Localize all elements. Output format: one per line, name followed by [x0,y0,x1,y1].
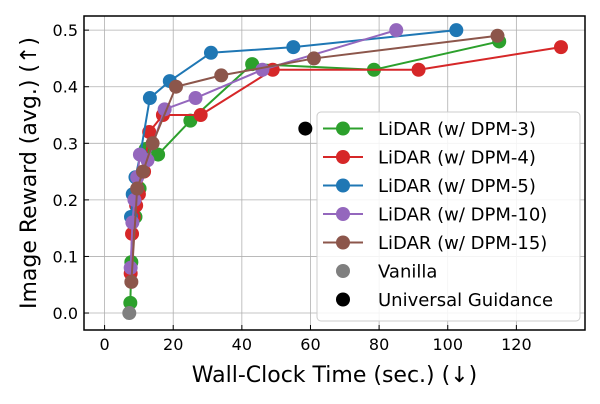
series-lidar-w-dpm-15 [124,28,505,289]
y-tick-label: 0.1 [53,247,78,266]
legend-box [316,111,581,322]
data-point-lidar-w-dpm-4 [553,40,568,55]
data-point-lidar-w-dpm-15 [136,164,151,179]
legend-label: LiDAR (w/ DPM-3) [378,119,536,140]
x-axis-label: Wall-Clock Time (sec.) (↓) [192,363,477,388]
legend-item: LiDAR (w/ DPM-10) [323,205,547,226]
x-tick-label: 100 [432,335,463,354]
data-point-lidar-w-dpm-5 [203,45,218,60]
y-tick-label: 0.4 [53,78,78,97]
legend-marker [336,235,350,250]
legend-marker [336,264,350,278]
data-point-lidar-w-dpm-4 [193,108,208,123]
data-point-vanilla [122,306,137,321]
x-tick-label: 40 [232,335,252,354]
x-tick-label: 80 [369,335,389,354]
legend-marker [336,292,350,307]
legend-label: LiDAR (w/ DPM-15) [378,233,547,254]
legend-item: LiDAR (w/ DPM-3) [323,119,536,140]
legend-item: LiDAR (w/ DPM-4) [323,148,536,169]
legend: LiDAR (w/ DPM-3) LiDAR (w/ DPM-4) LiDAR (w… [316,111,581,322]
y-tick-label: 0.5 [53,21,78,40]
legend-label: Universal Guidance [378,290,553,311]
y-tick-label: 0.0 [53,304,78,323]
data-point-lidar-w-dpm-4 [411,62,426,77]
data-point-lidar-w-dpm-15 [214,68,229,83]
legend-label: LiDAR (w/ DPM-5) [378,176,536,197]
data-point-lidar-w-dpm-15 [145,136,160,151]
x-tick-label: 120 [501,335,532,354]
data-point-lidar-w-dpm-15 [306,51,321,66]
y-tick-label: 0.3 [53,134,78,153]
legend-label: LiDAR (w/ DPM-4) [378,148,536,169]
data-point-lidar-w-dpm-3 [123,295,138,310]
legend-label: LiDAR (w/ DPM-10) [378,205,547,226]
legend-marker [336,121,350,136]
data-point-lidar-w-dpm-10 [127,192,142,207]
series-vanilla [122,306,137,321]
data-point-lidar-w-dpm-10 [389,23,404,38]
data-point-lidar-w-dpm-5 [142,91,157,106]
x-tick-label: 20 [163,335,183,354]
legend-item: Universal Guidance [336,290,553,311]
y-tick-label: 0.2 [53,191,78,210]
data-point-universal-guidance [298,121,313,136]
data-point-lidar-w-dpm-10 [123,260,138,275]
series-layer [122,23,568,321]
data-point-lidar-w-dpm-3 [151,147,166,162]
x-tick-label: 0 [99,335,109,354]
legend-item: Vanilla [336,262,437,283]
legend-item: LiDAR (w/ DPM-15) [323,233,547,254]
legend-marker [336,150,350,164]
x-tick-label: 60 [300,335,320,354]
data-point-lidar-w-dpm-5 [286,40,301,55]
data-point-lidar-w-dpm-10 [125,215,140,230]
data-point-lidar-w-dpm-15 [168,79,183,94]
series-universal-guidance [298,121,313,136]
data-point-lidar-w-dpm-15 [124,274,139,289]
data-point-lidar-w-dpm-10 [188,91,203,106]
legend-item: LiDAR (w/ DPM-5) [323,176,536,197]
data-point-lidar-w-dpm-15 [130,181,145,196]
data-point-lidar-w-dpm-3 [183,113,198,128]
plot-frame [83,15,586,331]
data-point-lidar-w-dpm-15 [490,28,505,43]
ticks: 0 20 40 60 80 100 120 0.0 0.1 0.2 0.3 0.4 0.5 [53,21,532,354]
data-point-lidar-w-dpm-3 [245,57,260,72]
data-point-lidar-w-dpm-5 [449,23,464,38]
legend-marker [336,178,350,193]
y-axis-label: Image Reward (avg.) (↑) [17,37,42,309]
legend-marker [336,207,350,221]
legend-label: Vanilla [378,262,437,283]
